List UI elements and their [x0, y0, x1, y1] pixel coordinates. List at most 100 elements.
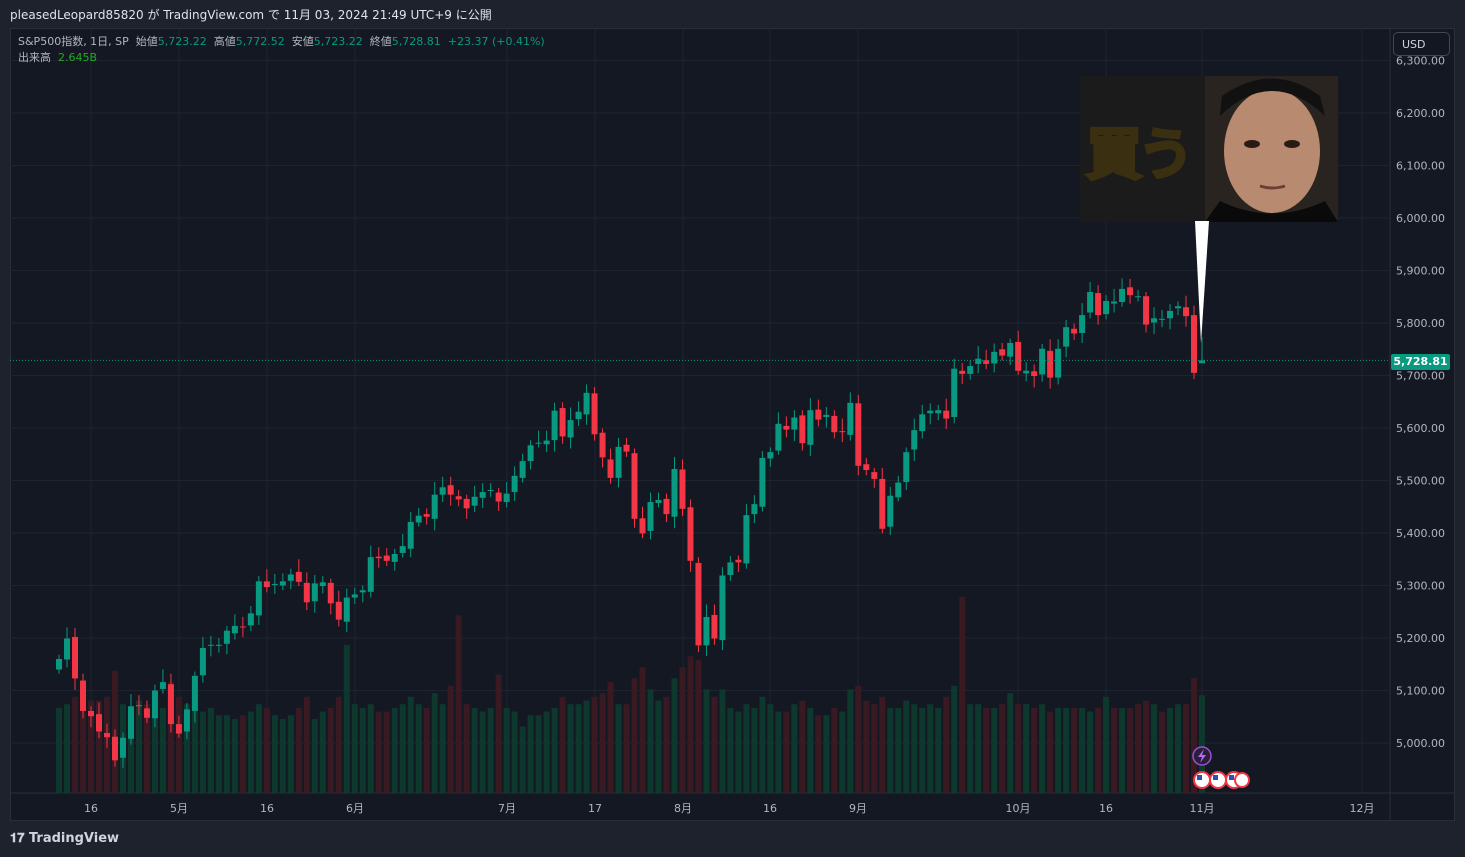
candle-body	[999, 349, 1006, 356]
candle-body	[911, 430, 918, 450]
candle-body	[503, 493, 510, 503]
volume-bar	[447, 685, 454, 793]
volume-bar	[391, 707, 398, 793]
volume-bar	[415, 704, 422, 793]
tradingview-logo[interactable]: 𝟏𝟕 TradingView	[10, 831, 119, 846]
x-tick-label: 12月	[1350, 802, 1375, 815]
candle-body	[615, 446, 622, 478]
candle-body	[1103, 300, 1110, 315]
volume-bar	[207, 707, 214, 793]
candle-body	[383, 555, 390, 561]
candle-body	[1175, 306, 1182, 309]
volume-bar	[559, 696, 566, 793]
currency-button[interactable]: USD	[1393, 32, 1450, 56]
candle-body	[623, 444, 630, 452]
candle-body	[1063, 327, 1070, 347]
volume-bar	[543, 711, 550, 793]
x-tick-label: 11月	[1190, 802, 1215, 815]
volume-bar	[143, 704, 150, 793]
volume-bar	[1071, 707, 1078, 793]
x-tick-label: 16	[84, 802, 98, 815]
candle-body	[215, 644, 222, 646]
published-info: pleasedLeopard85820 が TradingView.com で …	[10, 8, 492, 22]
candle-body	[783, 425, 790, 430]
volume-bar	[815, 715, 822, 793]
candle-body	[56, 659, 63, 670]
volume-bar	[423, 707, 430, 793]
volume-bar	[231, 719, 238, 793]
volume-bar	[679, 667, 686, 793]
volume-bar	[88, 700, 94, 793]
candle-body	[863, 464, 870, 470]
x-tick-label: 16	[763, 802, 777, 815]
us-flag-icon[interactable]	[1193, 771, 1250, 789]
candle-body	[407, 521, 414, 549]
candle-body	[775, 423, 782, 451]
volume-bar	[767, 704, 774, 793]
candle-body	[639, 518, 646, 534]
volume-bar	[327, 707, 334, 793]
candle-body	[951, 368, 958, 417]
volume-bar	[1167, 707, 1174, 793]
candle-body	[735, 559, 742, 563]
candle-body	[1135, 296, 1142, 298]
candle-body	[919, 414, 926, 432]
candle-body	[1071, 328, 1078, 334]
candle-body	[799, 415, 806, 444]
candlestick-chart[interactable]: 5,000.00 5,100.00 5,200.00 5,300.00 5,400.00…	[10, 28, 1455, 821]
volume-bar	[1159, 711, 1166, 793]
volume-bar	[647, 689, 654, 793]
brand-text: TradingView	[28, 831, 120, 846]
high-label: 高値	[213, 35, 236, 48]
candle-body	[727, 562, 734, 575]
candle-body	[927, 410, 934, 414]
volume-bar	[1103, 696, 1110, 793]
volume-bar	[287, 715, 294, 793]
candle-body	[175, 724, 182, 734]
candle-body	[1167, 310, 1174, 319]
volume-bar	[799, 700, 806, 793]
candle-body	[295, 571, 302, 582]
volume-bar	[1191, 678, 1198, 793]
volume-bar	[759, 696, 766, 793]
symbol-label[interactable]: S&P500指数, 1日, SP	[18, 35, 129, 48]
x-tick-label: 6月	[346, 802, 364, 815]
candle-body	[839, 431, 846, 433]
volume-bar	[855, 685, 862, 793]
volume-bar	[1023, 704, 1030, 793]
candle-body	[1095, 293, 1102, 316]
candle-body	[871, 472, 878, 479]
volume-bar	[1095, 707, 1102, 793]
volume-bar	[271, 715, 278, 793]
candle-body	[679, 469, 686, 509]
candle-body	[247, 613, 254, 626]
candle-body	[335, 601, 342, 620]
x-tick-label: 10月	[1006, 802, 1031, 815]
candle-body	[319, 582, 326, 587]
candle-body	[375, 556, 382, 559]
pointer-triangle	[1195, 221, 1209, 343]
candle-body	[479, 492, 486, 498]
candle-body	[447, 485, 454, 495]
candle-body	[487, 489, 494, 491]
candle-body	[759, 457, 766, 507]
candle-body	[807, 410, 814, 445]
candle-body	[543, 440, 550, 445]
candle-body	[463, 498, 470, 509]
candle-body	[591, 393, 598, 435]
candle-body	[287, 574, 294, 581]
change-value: +23.37 (+0.41%)	[447, 35, 545, 48]
volume-bar	[951, 685, 958, 793]
volume-bar	[623, 704, 630, 793]
volume-bar	[1055, 707, 1062, 793]
lightning-icon[interactable]	[1192, 746, 1212, 766]
volume-bar	[655, 700, 662, 793]
volume-bar	[399, 704, 406, 793]
y-tick-label: 5,800.00	[1396, 317, 1445, 330]
volume-bar	[199, 711, 206, 793]
candle-body	[167, 684, 174, 725]
events-markers[interactable]	[1190, 744, 1255, 794]
candle-body	[711, 614, 718, 639]
volume-bar	[95, 700, 102, 793]
volume-bar	[343, 645, 350, 793]
